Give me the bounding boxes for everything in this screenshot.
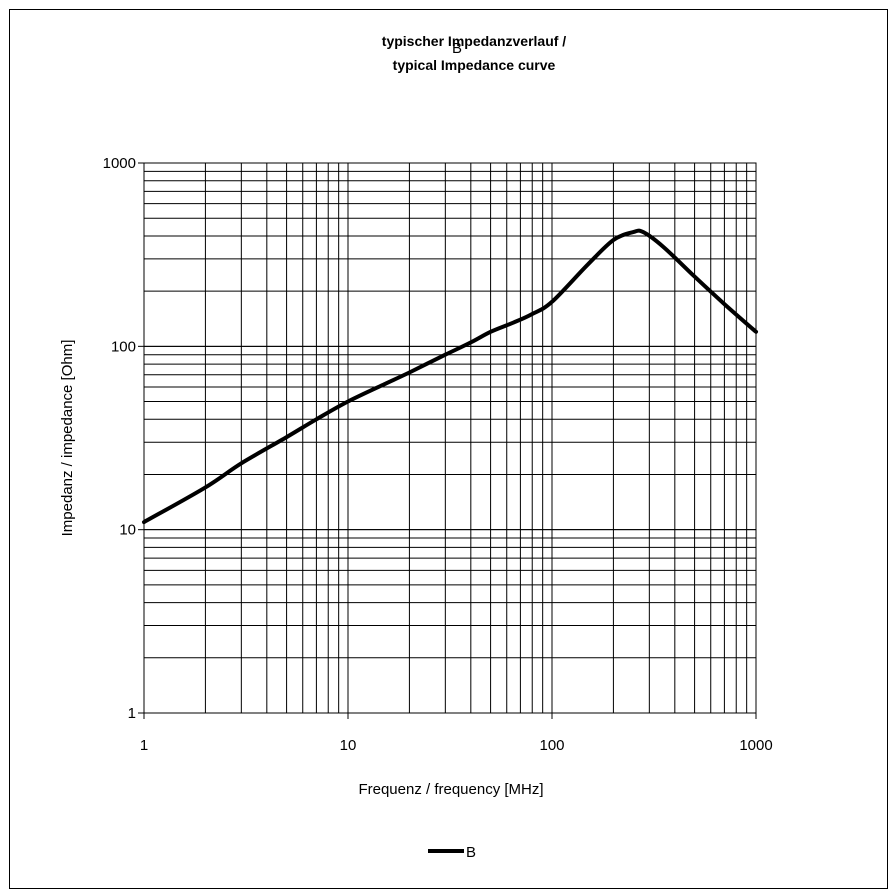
y-tick-label: 10: [119, 522, 136, 539]
y-tick-label: 100: [111, 338, 136, 355]
plot-area: [143, 162, 757, 714]
x-tick-label: 10: [340, 737, 357, 754]
impedance-chart: 1 10 100 1000 1 10 100 1000 typischer Impedanz…: [59, 33, 773, 861]
series-layer: [142, 228, 758, 525]
x-tick-label: 100: [539, 737, 564, 754]
y-tick-label: 1000: [103, 155, 136, 172]
legend-label-b: B: [466, 844, 476, 861]
x-tick-label: 1: [140, 737, 148, 754]
chart-title-overlay: B: [452, 40, 462, 57]
series-line-b: [142, 228, 758, 525]
y-axis-ticks: 1 10 100 1000: [103, 155, 144, 722]
x-axis-label: Frequenz / frequency [MHz]: [358, 781, 543, 798]
chart-frame: [9, 9, 888, 889]
x-axis-ticks: 1 10 100 1000: [140, 713, 773, 754]
y-tick-label: 1: [128, 705, 136, 722]
chart-title-line2: typical Impedance curve: [393, 57, 556, 73]
legend: B: [428, 844, 476, 861]
x-tick-label: 1000: [739, 737, 772, 754]
chart-title-line1: typischer Impedanzverlauf /: [382, 33, 567, 49]
y-axis-label: Impedanz / impedance [Ohm]: [59, 340, 76, 537]
